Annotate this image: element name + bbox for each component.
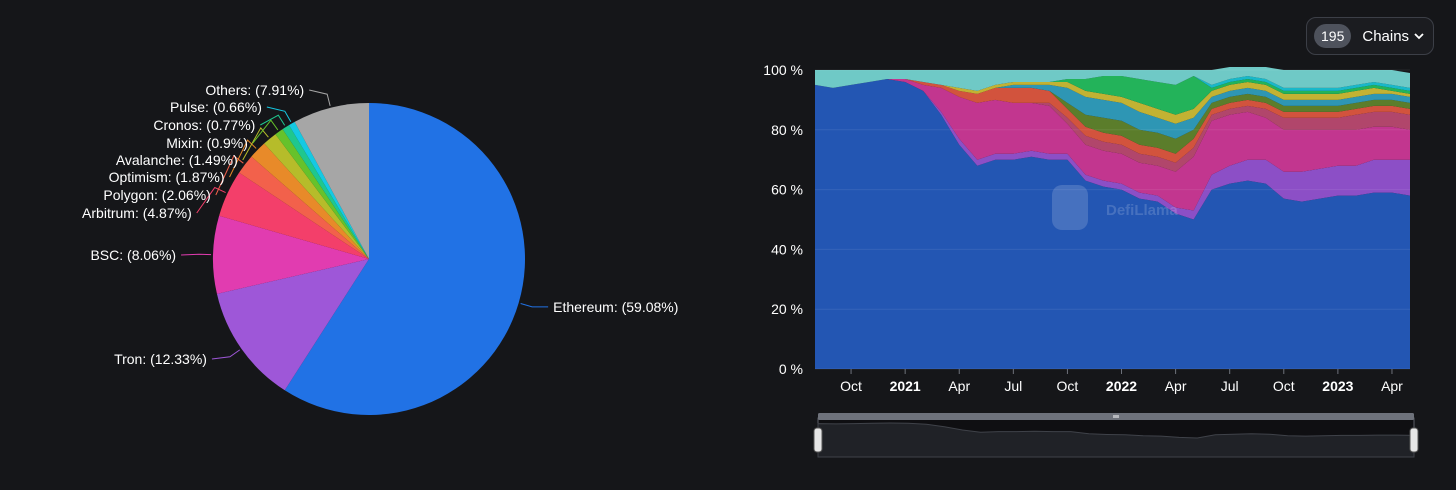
pie-label-optimism: Optimism: (1.87%)	[109, 169, 225, 185]
pie-leader-line-pulse	[266, 106, 292, 122]
chain-dominance-pie-chart: Ethereum: (59.08%) Tron: (12.33%) BSC: (8.…	[82, 82, 678, 415]
pie-label-tron: Tron: (12.33%)	[114, 351, 207, 367]
area-series-avalanche[interactable]	[815, 79, 1410, 139]
pie-label-pulse: Pulse: (0.66%)	[170, 99, 262, 115]
pie-label-avalanche: Avalanche: (1.49%)	[116, 152, 238, 168]
area-series-others[interactable]	[815, 67, 1410, 91]
pie-slice-polygon[interactable]	[239, 156, 369, 259]
pie-slice-cronos[interactable]	[282, 125, 369, 259]
x-tick-label: Oct	[1273, 378, 1295, 394]
area-series-optimism[interactable]	[815, 79, 1410, 154]
pie-slice-mixin[interactable]	[275, 129, 369, 259]
chain-selector-label: Chains	[1362, 27, 1410, 45]
x-tick-label: 2023	[1322, 378, 1353, 394]
chain-dominance-area-chart: DefiLlama 0 % 20 % 40 % 60 % 80 % 100 % Oct 202…	[763, 62, 1419, 458]
watermark-logo-icon	[1052, 185, 1088, 230]
x-tick-label: Jul	[1221, 378, 1239, 394]
pie-leader-line-arbitrum	[196, 186, 226, 214]
x-tick-label: Oct	[840, 378, 862, 394]
y-tick-label: 100 %	[763, 62, 803, 78]
pie-leader-line-bsc	[181, 253, 212, 256]
pie-slice-bsc[interactable]	[212, 215, 369, 294]
brush-handle-right[interactable]	[1409, 427, 1419, 453]
chain-count-badge: 195	[1314, 24, 1352, 48]
pie-label-polygon: Polygon: (2.06%)	[103, 187, 210, 203]
x-tick-label: Oct	[1057, 378, 1079, 394]
pie-slice-arbitrum[interactable]	[219, 172, 369, 259]
area-series-mixin[interactable]	[815, 79, 1410, 124]
x-tick-label: Jul	[1004, 378, 1022, 394]
pie-label-ethereum: Ethereum: (59.08%)	[553, 299, 678, 315]
pie-label-bsc: BSC: (8.06%)	[90, 247, 176, 263]
pie-slice-pulse[interactable]	[289, 121, 369, 260]
area-series-arbitrum[interactable]	[815, 79, 1410, 172]
y-tick-label: 40 %	[771, 241, 803, 257]
pie-label-cronos: Cronos: (0.77%)	[153, 117, 255, 133]
chevron-down-icon	[1413, 30, 1425, 42]
pie-leader-line-ethereum	[520, 302, 549, 308]
pie-label-others: Others: (7.91%)	[205, 82, 304, 98]
area-series-cronos[interactable]	[815, 76, 1410, 115]
pie-slice-avalanche[interactable]	[264, 134, 369, 259]
y-tick-label: 0 %	[779, 361, 803, 377]
x-tick-label: 2021	[890, 378, 921, 394]
x-tick-label: Apr	[948, 378, 970, 394]
gridlines	[815, 69, 1410, 370]
y-tick-label: 20 %	[771, 301, 803, 317]
pie-leader-line-avalanche	[242, 127, 269, 161]
y-tick-label: 80 %	[771, 122, 803, 138]
pie-label-arbitrum: Arbitrum: (4.87%)	[82, 205, 192, 221]
area-layers	[815, 67, 1410, 369]
brush-handle-left[interactable]	[813, 427, 823, 453]
pie-leader-line-polygon	[215, 155, 244, 196]
brush-preview-area	[817, 422, 1415, 458]
pie-leader-line-cronos	[260, 114, 286, 126]
pie-slice-optimism[interactable]	[251, 143, 369, 259]
area-series-ethereum[interactable]	[815, 79, 1410, 369]
y-tick-label: 60 %	[771, 182, 803, 198]
pie-slice-tron[interactable]	[216, 259, 369, 391]
pie-leader-line-mixin	[252, 119, 279, 144]
area-series-pulse[interactable]	[815, 76, 1410, 91]
x-tick-label: 2022	[1106, 378, 1137, 394]
area-series-bsc[interactable]	[815, 79, 1410, 211]
pie-slice-others[interactable]	[294, 103, 369, 259]
data-zoom-brush[interactable]	[813, 413, 1419, 458]
pie-leader-line-optimism	[229, 139, 257, 178]
pie-label-mixin: Mixin: (0.9%)	[166, 135, 248, 151]
chain-selector-button[interactable]: 195 Chains	[1306, 17, 1434, 55]
defillama-watermark: DefiLlama	[1106, 202, 1178, 219]
x-tick-label: Apr	[1381, 378, 1403, 394]
pie-leader-line-others	[309, 89, 331, 106]
x-tick-label: Apr	[1165, 378, 1187, 394]
pie-leader-line-tron	[211, 349, 241, 360]
pie-slice-ethereum[interactable]	[284, 102, 526, 415]
